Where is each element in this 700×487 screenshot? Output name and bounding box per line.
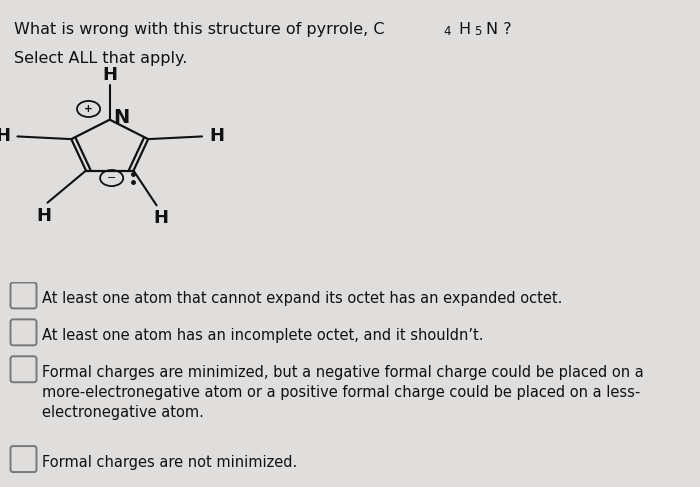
Text: −: − — [107, 173, 116, 183]
Text: N: N — [113, 108, 130, 127]
Text: Formal charges are not minimized.: Formal charges are not minimized. — [42, 455, 298, 470]
Text: Formal charges are minimized, but a negative formal charge could be placed on a
: Formal charges are minimized, but a nega… — [42, 365, 644, 420]
Text: 5: 5 — [474, 25, 482, 38]
Text: H: H — [153, 209, 168, 227]
Text: 4: 4 — [444, 25, 452, 38]
Text: H: H — [102, 66, 117, 83]
FancyBboxPatch shape — [10, 356, 36, 382]
Text: H: H — [458, 22, 470, 37]
Text: At least one atom that cannot expand its octet has an expanded octet.: At least one atom that cannot expand its… — [42, 291, 562, 306]
Text: What is wrong with this structure of pyrrole, C: What is wrong with this structure of pyr… — [14, 22, 384, 37]
Text: At least one atom has an incomplete octet, and it shouldn’t.: At least one atom has an incomplete octe… — [42, 328, 484, 343]
Text: H: H — [0, 128, 10, 146]
FancyBboxPatch shape — [10, 282, 36, 308]
Text: +: + — [84, 104, 93, 114]
Text: H: H — [209, 128, 224, 146]
Text: H: H — [36, 206, 51, 225]
Text: Select ALL that apply.: Select ALL that apply. — [14, 51, 188, 66]
FancyBboxPatch shape — [10, 319, 36, 345]
FancyBboxPatch shape — [10, 446, 36, 472]
Text: N ?: N ? — [486, 22, 512, 37]
